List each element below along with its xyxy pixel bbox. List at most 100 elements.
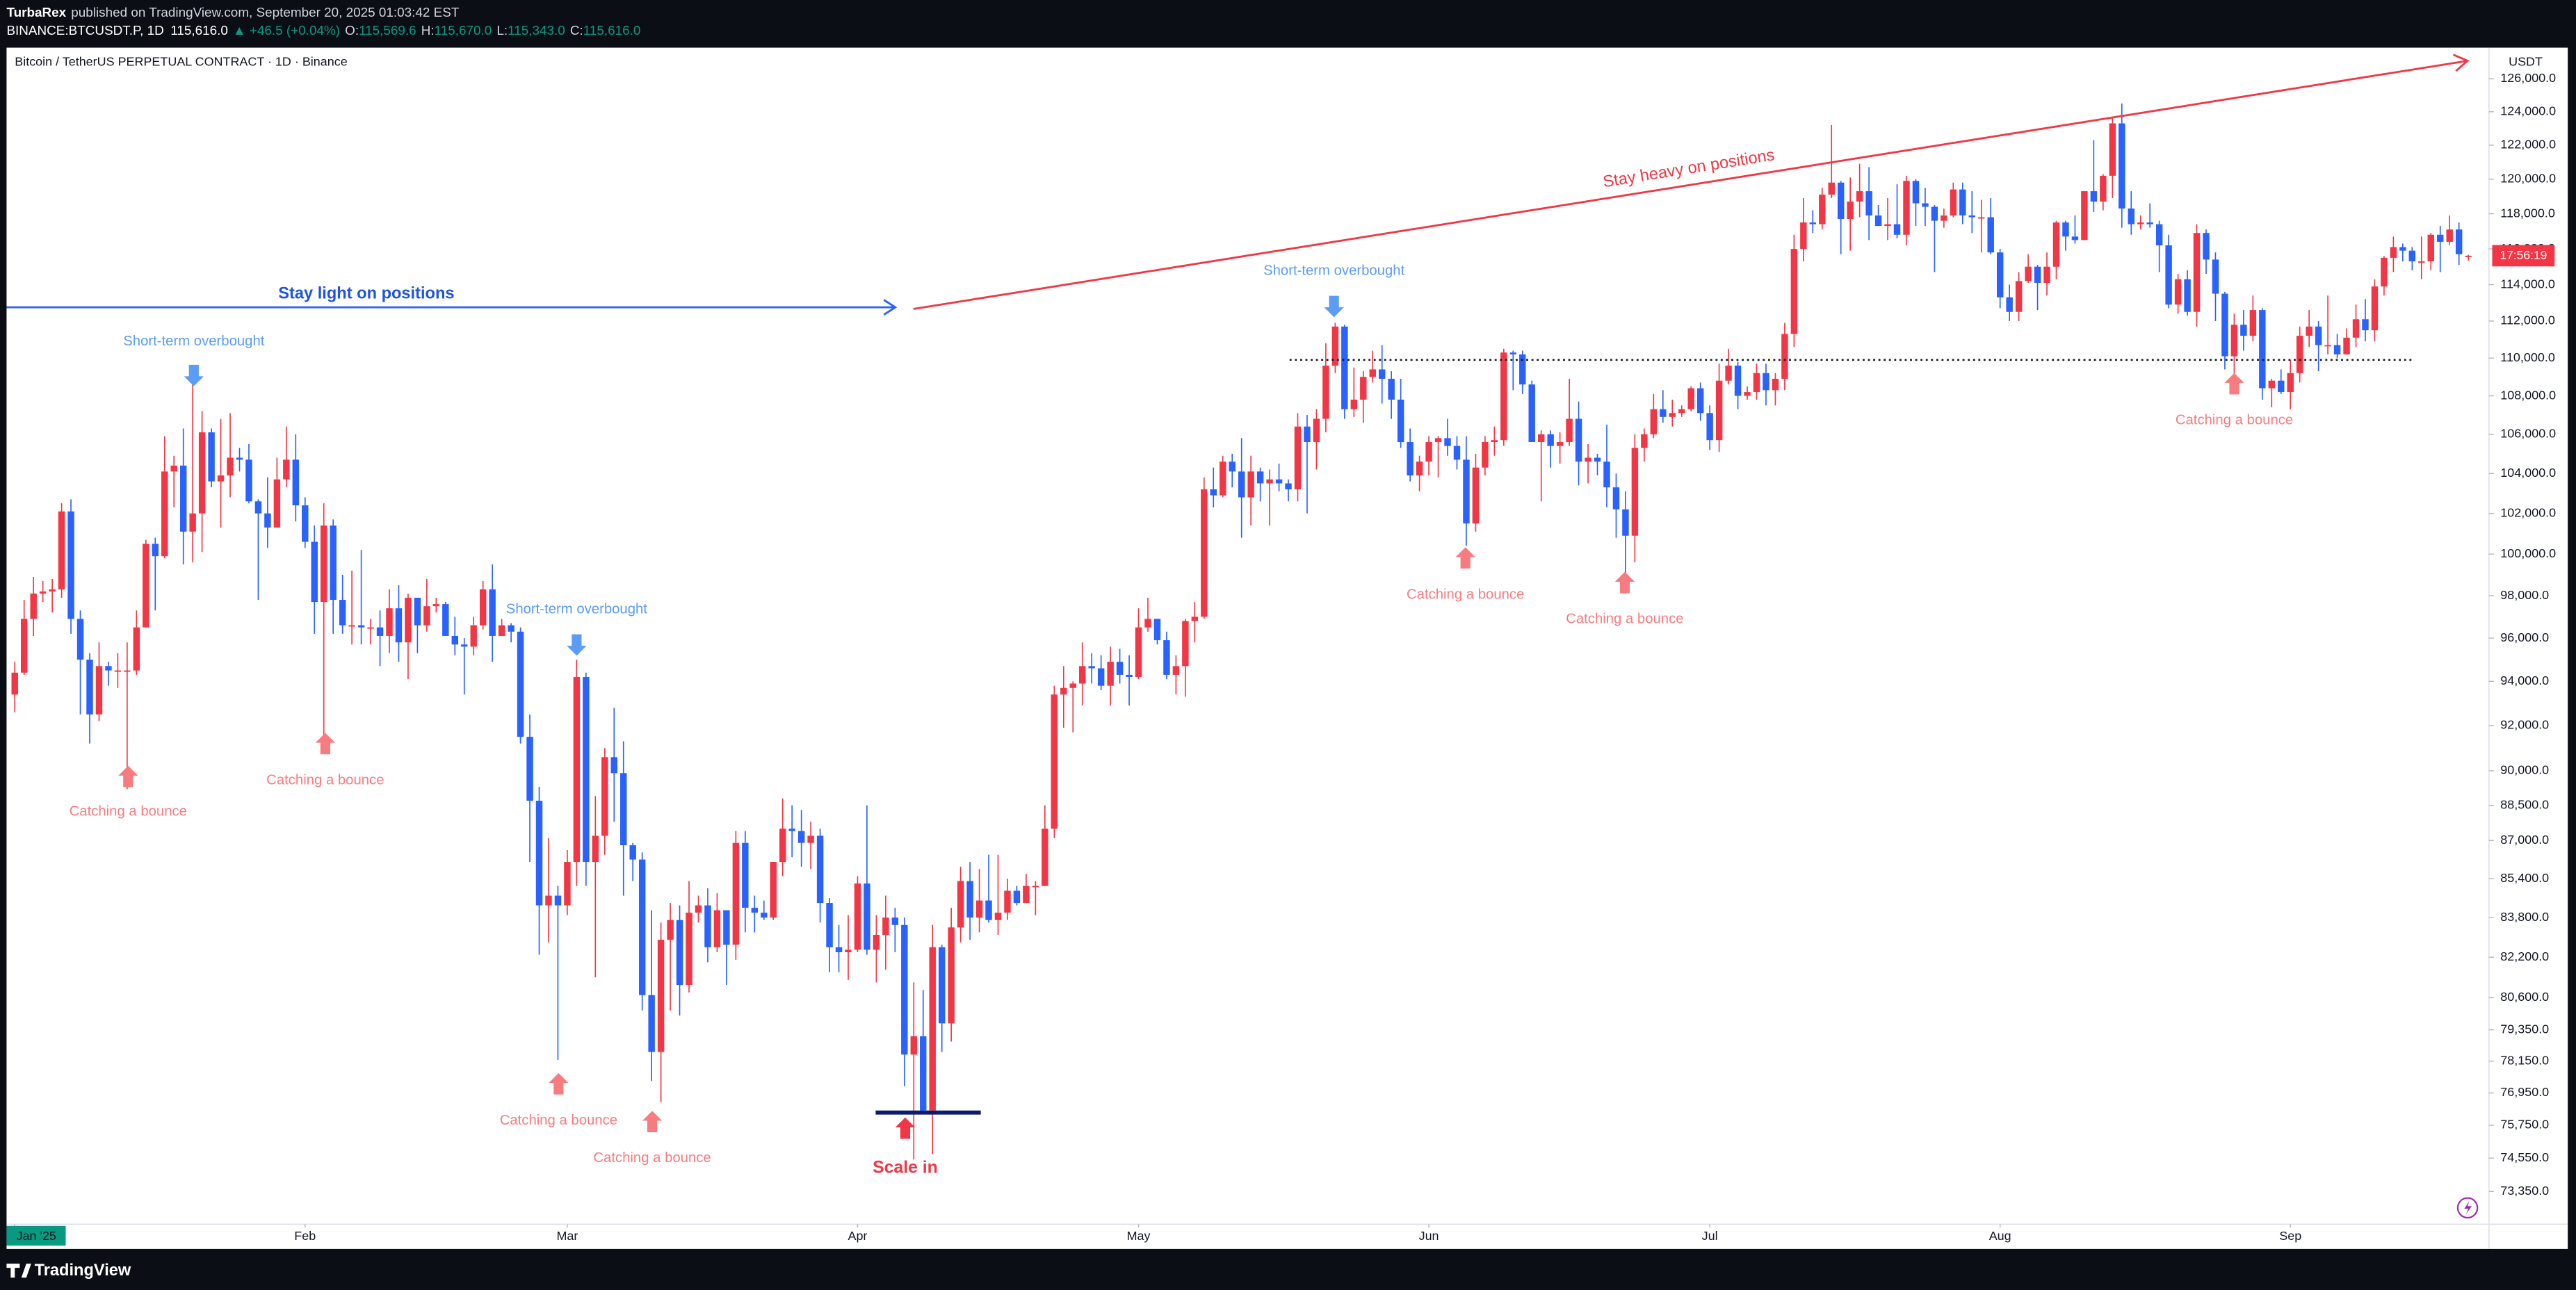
y-tick-label: 110,000.0 [2500,350,2555,364]
candle-body [2043,266,2050,283]
candle-body [2184,279,2191,312]
candle-body [2352,319,2360,338]
candle-body [1482,442,1489,468]
candle-body [2025,266,2032,281]
annotation-text: Catching a bounce [70,803,187,819]
candle-body [1650,409,1658,434]
candle-body [1603,462,1610,488]
candle-body [835,947,843,953]
candle-body [236,457,243,460]
candle-body [2109,123,2116,176]
candle-body [254,501,262,514]
candle-body [1959,189,1966,216]
candle-body [1350,400,1358,409]
candle-body [395,608,403,643]
candle-body [86,660,93,715]
candle-body [826,903,833,947]
y-tick-label: 100,000.0 [2500,546,2556,560]
candle-body [601,757,608,836]
countdown-label: 17:56:19 [2500,248,2547,262]
candle-body [1425,442,1432,462]
last-price: 115,616.0 [170,24,228,38]
candle-body [143,544,149,628]
candle-body [245,459,252,502]
candle-body [1687,388,1694,409]
currency-label: USDT [2509,55,2543,69]
candle-body [1107,662,1114,686]
ohlc-value: 115,343.0 [508,24,565,38]
candle-body [432,604,440,607]
candle-body [929,947,936,1111]
candle-body [1800,222,1807,250]
candle-body [1865,191,1872,216]
candle-body [133,627,140,671]
candle-body [638,859,646,995]
candle-body [873,934,880,950]
candle-body [1781,334,1788,379]
annotation-text: Short-term overbought [506,602,648,617]
candle-body [1566,418,1573,443]
author: TurbaRex [6,6,66,20]
candle-body [1463,459,1470,524]
candle-body [1547,434,1554,446]
annotation-text: Catching a bounce [1407,587,1524,602]
candle-body [1360,377,1367,400]
crosshair-date-box [6,1225,66,1246]
candle-body [695,905,702,913]
candle-body [2119,123,2125,209]
trend-line-heavy [913,60,2468,310]
candle-body [39,591,47,594]
candle-body [461,644,468,647]
alert-icon[interactable] [2456,1197,2479,1219]
y-tick-label: 85,400.0 [2500,871,2549,885]
candle-body [1874,215,1882,227]
candle-body [2315,326,2322,345]
drawings [6,54,2479,1219]
x-tick-label: Mar [556,1229,578,1243]
candle-body [1191,617,1199,621]
candle-body [189,513,196,532]
annotation-text: Stay light on positions [278,284,454,302]
candle-body [1229,462,1236,472]
candle-body [1612,487,1620,509]
y-tick-label: 79,350.0 [2500,1022,2549,1036]
annotation-arrow [1324,295,1344,318]
y-tick-label: 118,000.0 [2500,206,2555,220]
candle-body [423,606,430,626]
candle-body [1079,666,1086,684]
candle-body [2128,209,2134,224]
y-tick-label: 90,000.0 [2500,763,2549,777]
annotation-arrow [184,364,204,386]
candle-body [1941,215,1947,221]
candle-body [1331,326,1339,366]
published: published on TradingView.com, September … [71,6,460,20]
candle-body [1172,666,1180,675]
chart-panel [6,47,2568,1249]
candle-body [2278,380,2285,393]
candle-body [348,625,355,627]
candle-body [1032,885,1039,888]
candle-body [517,631,524,737]
candle-body [948,927,955,1024]
candle-body [2193,233,2201,312]
candle-body [2455,229,2463,254]
y-tick-label: 114,000.0 [2500,277,2555,291]
candle-body [901,924,908,1055]
candle-body [1126,674,1133,678]
y-tick-label: 75,750.0 [2500,1118,2549,1132]
candle-body [723,910,730,945]
candle-body [1725,366,1732,381]
candle-body [1116,662,1124,675]
candle-body [1537,434,1545,443]
x-tick-label: May [1127,1229,1151,1243]
y-tick-label: 104,000.0 [2500,466,2556,480]
candle-body [2437,234,2444,242]
candle-body [845,949,852,953]
candle-body [1294,426,1302,490]
candle-body [788,828,795,831]
candle-body [1500,352,1507,441]
y-tick-label: 80,600.0 [2500,990,2549,1004]
candle-body [761,913,768,918]
candle-body [629,845,636,860]
x-tick-label: Sep [2279,1229,2301,1243]
